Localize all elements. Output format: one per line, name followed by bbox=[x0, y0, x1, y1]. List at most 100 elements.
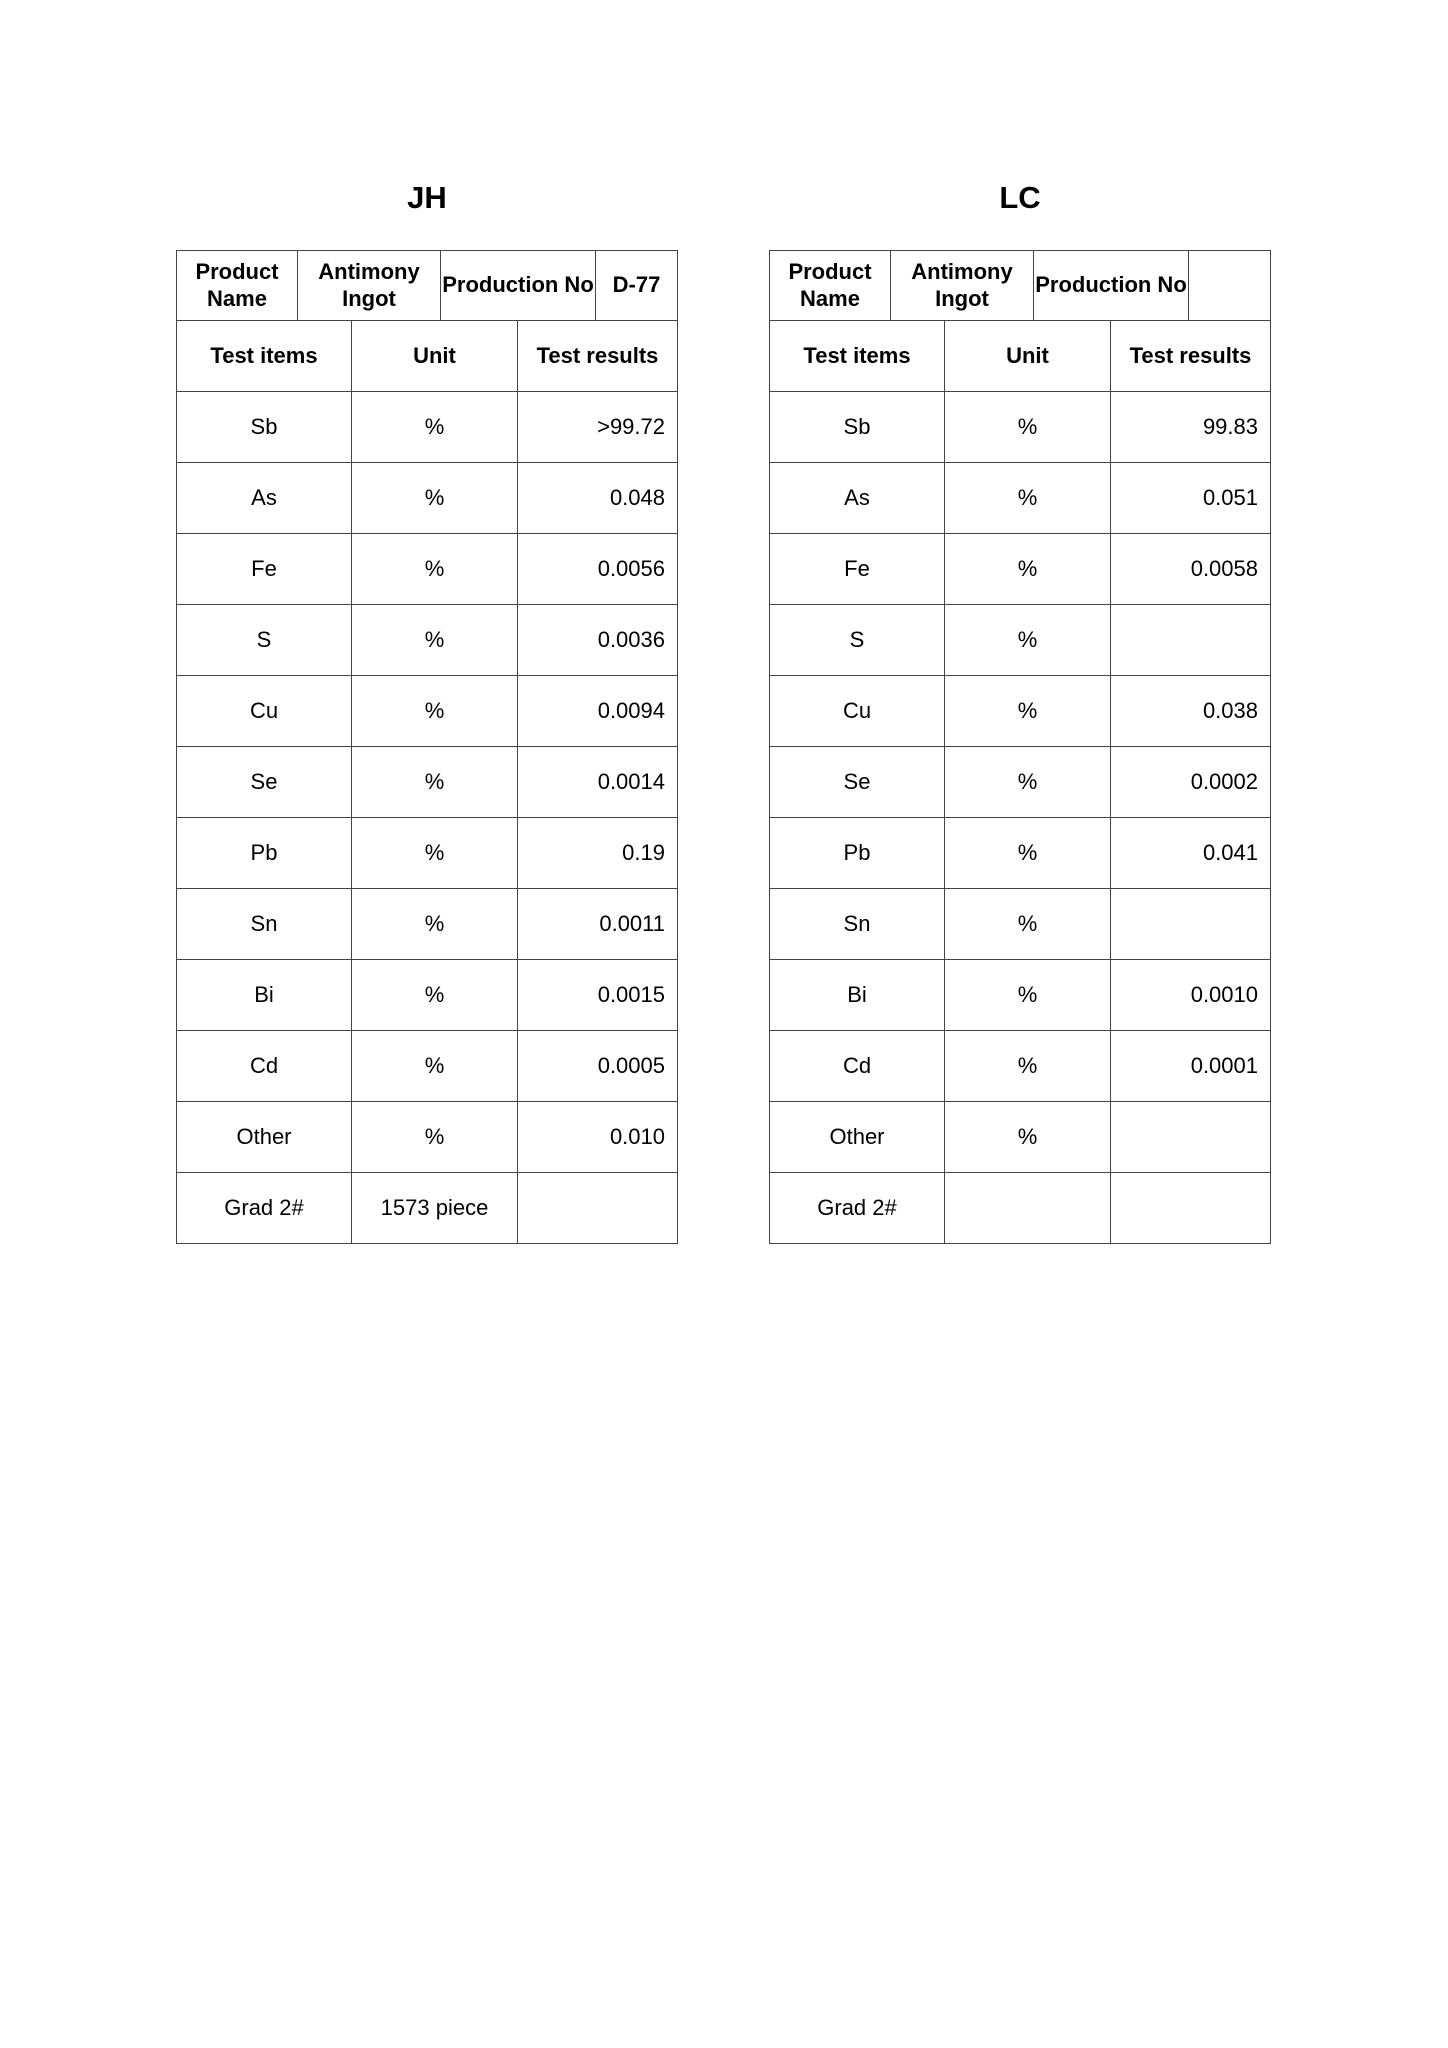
test-item: Other bbox=[176, 1101, 352, 1173]
unit bbox=[944, 1172, 1111, 1244]
unit: % bbox=[944, 675, 1111, 747]
results-table: Test items Unit Test results Sb% 99.83 As% 0.0… bbox=[769, 321, 1271, 1244]
column-header: Test items bbox=[769, 321, 945, 392]
table-row: Pb% 0.041 bbox=[769, 817, 1271, 889]
table-row: Se% 0.0014 bbox=[176, 746, 678, 818]
column-header: Test results bbox=[1110, 321, 1271, 392]
test-item: Sn bbox=[176, 888, 352, 960]
product-header: Product Name Antimony Ingot Production No bbox=[769, 250, 1271, 321]
test-result: 0.0011 bbox=[517, 888, 678, 960]
unit: % bbox=[351, 533, 518, 605]
test-result bbox=[1110, 1101, 1271, 1173]
table-row: As% 0.048 bbox=[176, 462, 678, 534]
header-production-no-value bbox=[1188, 250, 1271, 321]
product-header: Product Name Antimony Ingot Production No D… bbox=[176, 250, 678, 321]
table-row: Pb% 0.19 bbox=[176, 817, 678, 889]
table-row: Cd% 0.0005 bbox=[176, 1030, 678, 1102]
test-item: Bi bbox=[769, 959, 945, 1031]
unit: % bbox=[944, 888, 1111, 960]
test-result: 0.0001 bbox=[1110, 1030, 1271, 1102]
test-result: 0.041 bbox=[1110, 817, 1271, 889]
test-item: Fe bbox=[769, 533, 945, 605]
table-row: S% bbox=[769, 604, 1271, 676]
unit: % bbox=[944, 533, 1111, 605]
table-row: Other% 0.010 bbox=[176, 1101, 678, 1173]
test-report-table: Product Name Antimony Ingot Production No D… bbox=[176, 250, 678, 1244]
table-row: Sb% >99.72 bbox=[176, 391, 678, 463]
test-item: Sb bbox=[769, 391, 945, 463]
column-header: Test items bbox=[176, 321, 352, 392]
test-result: 0.0094 bbox=[517, 675, 678, 747]
table-row: S% 0.0036 bbox=[176, 604, 678, 676]
unit: 1573 piece bbox=[351, 1172, 518, 1244]
table-row: Cu% 0.0094 bbox=[176, 675, 678, 747]
table-row: Grad 2# 1573 piece bbox=[176, 1172, 678, 1244]
unit: % bbox=[944, 1030, 1111, 1102]
table-row: Fe% 0.0056 bbox=[176, 533, 678, 605]
column-header: Unit bbox=[944, 321, 1111, 392]
test-item: Se bbox=[769, 746, 945, 818]
column-header: Test results bbox=[517, 321, 678, 392]
unit: % bbox=[944, 959, 1111, 1031]
table-row: Bi% 0.0010 bbox=[769, 959, 1271, 1031]
test-item: Grad 2# bbox=[176, 1172, 352, 1244]
header-production-no-label: Production No bbox=[440, 250, 596, 321]
test-result: 0.0005 bbox=[517, 1030, 678, 1102]
test-item: S bbox=[176, 604, 352, 676]
table-row: Sn% bbox=[769, 888, 1271, 960]
column-header-row: Test items Unit Test results bbox=[769, 321, 1271, 392]
test-report-table: Product Name Antimony Ingot Production No T… bbox=[769, 250, 1271, 1244]
unit: % bbox=[351, 888, 518, 960]
test-result: 0.0010 bbox=[1110, 959, 1271, 1031]
test-item: Pb bbox=[769, 817, 945, 889]
test-result bbox=[1110, 888, 1271, 960]
test-item: Cd bbox=[769, 1030, 945, 1102]
unit: % bbox=[351, 959, 518, 1031]
unit: % bbox=[351, 1101, 518, 1173]
test-item: Cu bbox=[769, 675, 945, 747]
test-result: 0.051 bbox=[1110, 462, 1271, 534]
test-item: Se bbox=[176, 746, 352, 818]
unit: % bbox=[351, 391, 518, 463]
test-result: 0.048 bbox=[517, 462, 678, 534]
unit: % bbox=[351, 1030, 518, 1102]
table-row: As% 0.051 bbox=[769, 462, 1271, 534]
results-table: Test items Unit Test results Sb% >99.72 As% 0.… bbox=[176, 321, 678, 1244]
test-item: Other bbox=[769, 1101, 945, 1173]
unit: % bbox=[351, 675, 518, 747]
header-production-no-value: D-77 bbox=[595, 250, 678, 321]
unit: % bbox=[351, 817, 518, 889]
column-header-row: Test items Unit Test results bbox=[176, 321, 678, 392]
column-header: Unit bbox=[351, 321, 518, 392]
table-row: Other% bbox=[769, 1101, 1271, 1173]
test-result: 0.010 bbox=[517, 1101, 678, 1173]
test-item: Cd bbox=[176, 1030, 352, 1102]
table-row: Sn% 0.0011 bbox=[176, 888, 678, 960]
test-item: Cu bbox=[176, 675, 352, 747]
unit: % bbox=[351, 604, 518, 676]
test-result: 0.0056 bbox=[517, 533, 678, 605]
header-product-name-value: Antimony Ingot bbox=[297, 250, 441, 321]
test-item: Fe bbox=[176, 533, 352, 605]
test-result: 0.0058 bbox=[1110, 533, 1271, 605]
table-row: Cu% 0.038 bbox=[769, 675, 1271, 747]
table-row: Bi% 0.0015 bbox=[176, 959, 678, 1031]
header-product-name-value: Antimony Ingot bbox=[890, 250, 1034, 321]
test-item: As bbox=[769, 462, 945, 534]
header-product-name-label: Product Name bbox=[176, 250, 298, 321]
header-product-name-label: Product Name bbox=[769, 250, 891, 321]
test-item: Pb bbox=[176, 817, 352, 889]
test-item: S bbox=[769, 604, 945, 676]
table-row: Grad 2# bbox=[769, 1172, 1271, 1244]
test-result: 0.0002 bbox=[1110, 746, 1271, 818]
header-production-no-label: Production No bbox=[1033, 250, 1189, 321]
unit: % bbox=[944, 746, 1111, 818]
test-item: Bi bbox=[176, 959, 352, 1031]
table-row: Cd% 0.0001 bbox=[769, 1030, 1271, 1102]
unit: % bbox=[944, 391, 1111, 463]
test-result bbox=[1110, 1172, 1271, 1244]
table-title: LC bbox=[999, 180, 1041, 215]
test-result: >99.72 bbox=[517, 391, 678, 463]
table-row: Fe% 0.0058 bbox=[769, 533, 1271, 605]
test-result: 0.038 bbox=[1110, 675, 1271, 747]
